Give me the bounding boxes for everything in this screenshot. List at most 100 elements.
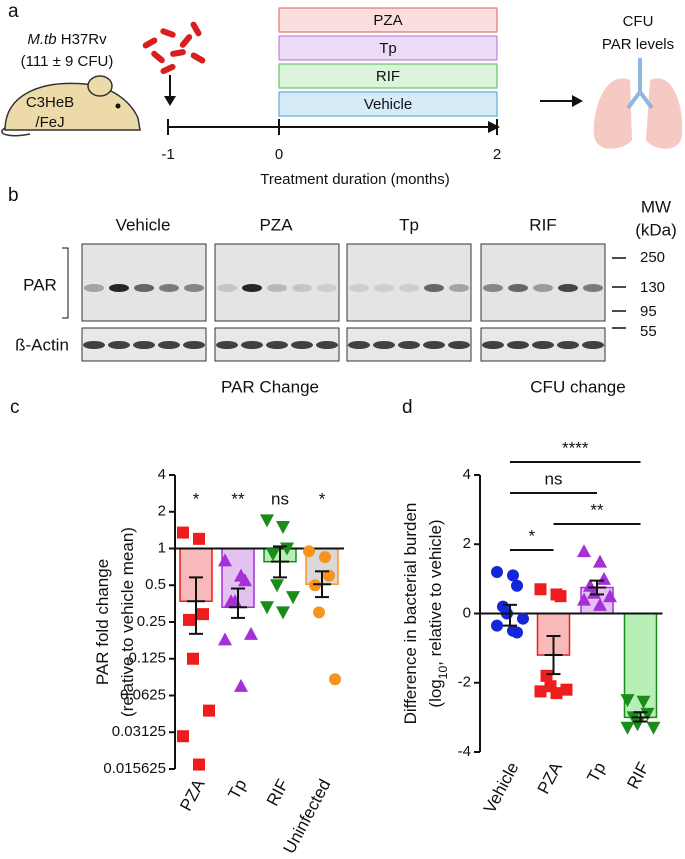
blot-band <box>507 341 529 349</box>
data-point <box>193 532 205 545</box>
group-label: Tp <box>399 215 419 234</box>
lung-right <box>646 78 683 149</box>
arrowhead <box>572 95 583 107</box>
blot-band <box>183 341 205 349</box>
data-point <box>238 573 252 587</box>
y-axis-label-sub: 10 <box>436 666 450 680</box>
data-point <box>511 579 523 592</box>
blot-band <box>241 341 263 349</box>
data-point <box>197 608 209 621</box>
row-label: PAR <box>23 275 57 294</box>
group-label: RIF <box>529 215 556 234</box>
mouse-ear <box>87 75 113 97</box>
panel-label: a <box>8 1 19 22</box>
bacterium <box>160 28 176 38</box>
group-label: PZA <box>259 215 293 234</box>
mw-label: 130 <box>640 279 665 296</box>
timeline-label: -1 <box>161 146 174 163</box>
blot-band <box>184 284 204 292</box>
y-axis-label-part: (relative to vehicle mean) <box>118 527 137 717</box>
trachea <box>626 58 654 110</box>
data-point <box>203 704 215 717</box>
treatment-box <box>278 63 498 89</box>
data-point <box>260 601 274 615</box>
y-tick-label: -4 <box>458 743 471 760</box>
blot-band <box>216 341 238 349</box>
blot-band <box>84 284 104 292</box>
blot-band <box>373 341 395 349</box>
panel-label: d <box>402 397 413 418</box>
y-tick-label: -2 <box>458 674 471 691</box>
mouse-strain: C3HeB <box>26 94 74 111</box>
strain: M.tb H37Rv <box>27 31 107 48</box>
bacterium <box>190 52 206 64</box>
data-point <box>587 585 601 599</box>
data-point <box>640 707 655 721</box>
blot-band <box>449 284 469 292</box>
y-tick-label: 0.015625 <box>103 760 166 777</box>
blot-band <box>558 284 578 292</box>
strain-italic: M.tb <box>27 31 56 48</box>
data-point <box>177 526 189 539</box>
blot-band <box>316 341 338 349</box>
blot-band <box>508 284 528 292</box>
data-point <box>507 569 519 582</box>
data-point <box>183 613 195 626</box>
bacterium <box>160 63 176 75</box>
y-axis-label-part: Difference in bacterial burden <box>401 503 420 725</box>
blot-band <box>557 341 579 349</box>
data-point <box>534 685 547 698</box>
significance: ns <box>271 489 289 508</box>
bracket <box>62 247 69 319</box>
data-point <box>636 695 651 709</box>
data-point <box>323 569 335 582</box>
data-point <box>511 626 523 639</box>
data-point <box>187 652 199 665</box>
blot-par <box>214 243 340 322</box>
data-point <box>177 730 189 743</box>
chart-title: CFU change <box>530 377 625 396</box>
data-point <box>234 678 248 692</box>
blot-par <box>346 243 472 322</box>
data-point <box>554 590 567 603</box>
treatment: PZA <box>373 12 402 29</box>
data-point <box>319 551 331 564</box>
x-tick-label: PZA <box>534 758 567 797</box>
panel-b: b Vehicle PZA Tp RIF PAR ß-Actin MW (kDa… <box>8 185 677 362</box>
blot-band <box>267 284 287 292</box>
mw-title: (kDa) <box>635 220 677 239</box>
blot-band <box>582 341 604 349</box>
significance: ** <box>590 500 604 519</box>
data-point <box>491 619 503 632</box>
treatment-box <box>278 91 498 117</box>
data-point <box>646 721 661 735</box>
y-axis-label: PAR fold change <box>93 559 112 685</box>
data-point <box>244 626 258 640</box>
panel-label: b <box>8 185 19 206</box>
x-tick-label: Tp <box>224 776 250 802</box>
mouse-strain: /FeJ <box>35 114 64 131</box>
mouse <box>1 75 141 137</box>
blot-band <box>159 284 179 292</box>
y-axis-label: Difference in bacterial burden <box>401 503 420 725</box>
data-point <box>266 548 280 562</box>
data-point <box>550 687 563 700</box>
data-point <box>303 545 315 558</box>
treatment-box <box>278 7 498 33</box>
data-point <box>620 694 635 708</box>
data-point <box>603 589 617 603</box>
y-tick-label: 0.5 <box>145 576 166 593</box>
data-point <box>620 721 635 735</box>
blot-band <box>482 341 504 349</box>
blot-band <box>399 284 419 292</box>
y-tick-label: 4 <box>463 466 471 483</box>
blot-band <box>133 341 155 349</box>
mouse-eye <box>115 103 121 109</box>
y-axis-label-part: PAR fold change <box>93 559 112 685</box>
y-tick-label: 0.03125 <box>112 723 166 740</box>
mw-label: 95 <box>640 303 657 320</box>
panel-a: a M.tb H37Rv (111 ± 9 CFU) C3HeB /FeJ PZ… <box>1 1 683 188</box>
treatment: Vehicle <box>364 96 412 113</box>
blot-band <box>374 284 394 292</box>
data-point <box>218 553 232 567</box>
